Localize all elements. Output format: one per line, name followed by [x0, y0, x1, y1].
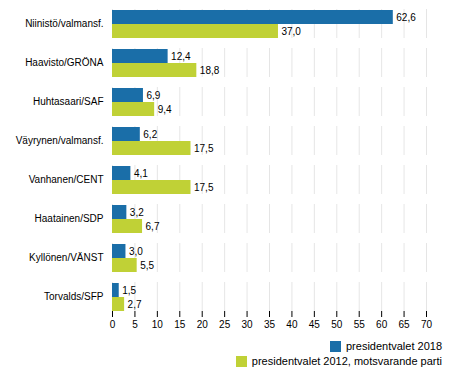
- svg-text:Huhtasaari/SAF: Huhtasaari/SAF: [33, 96, 104, 107]
- svg-text:3,0: 3,0: [129, 246, 143, 257]
- svg-text:6,9: 6,9: [146, 90, 160, 101]
- svg-text:17,5: 17,5: [194, 143, 214, 154]
- svg-text:0: 0: [110, 319, 116, 330]
- svg-text:Niinistö/valmansf.: Niinistö/valmansf.: [25, 18, 103, 29]
- svg-text:10: 10: [152, 319, 164, 330]
- html-text:presidentvalet 2018: presidentvalet 2018: [346, 340, 442, 352]
- svg-text:Kyllönen/VÄNST: Kyllönen/VÄNST: [29, 252, 103, 263]
- html-text:presidentvalet 2012, motsvaran: presidentvalet 2012, motsvarande parti: [251, 355, 442, 367]
- svg-text:35: 35: [264, 319, 276, 330]
- svg-text:12,4: 12,4: [171, 51, 191, 62]
- svg-text:25: 25: [219, 319, 231, 330]
- svg-text:15: 15: [174, 319, 186, 330]
- svg-text:65: 65: [399, 319, 411, 330]
- svg-text:20: 20: [197, 319, 209, 330]
- svg-text:Haavisto/GRÖNA: Haavisto/GRÖNA: [25, 57, 104, 68]
- svg-text:6,2: 6,2: [143, 129, 157, 140]
- svg-text:62,6: 62,6: [396, 12, 416, 23]
- svg-text:9,4: 9,4: [158, 104, 172, 115]
- svg-text:60: 60: [376, 319, 388, 330]
- svg-text:1,5: 1,5: [122, 285, 136, 296]
- svg-text:2,7: 2,7: [128, 299, 142, 310]
- svg-text:70: 70: [421, 319, 433, 330]
- svg-text:37,0: 37,0: [281, 26, 301, 37]
- svg-text:4,1: 4,1: [134, 168, 148, 179]
- svg-text:6,7: 6,7: [146, 221, 160, 232]
- svg-text:45: 45: [309, 319, 321, 330]
- svg-text:30: 30: [242, 319, 254, 330]
- svg-text:5: 5: [132, 319, 138, 330]
- svg-text:Väyrynen/valmansf.: Väyrynen/valmansf.: [16, 135, 104, 146]
- svg-text:Torvalds/SFP: Torvalds/SFP: [44, 291, 104, 302]
- svg-text:3,2: 3,2: [130, 207, 144, 218]
- svg-text:5,5: 5,5: [140, 260, 154, 271]
- svg-text:18,8: 18,8: [200, 65, 220, 76]
- svg-text:40: 40: [286, 319, 298, 330]
- svg-text:55: 55: [354, 319, 366, 330]
- svg-text:50: 50: [331, 319, 343, 330]
- svg-text:17,5: 17,5: [194, 182, 214, 193]
- svg-text:Haatainen/SDP: Haatainen/SDP: [35, 213, 104, 224]
- svg-text:Vanhanen/CENT: Vanhanen/CENT: [29, 174, 104, 185]
